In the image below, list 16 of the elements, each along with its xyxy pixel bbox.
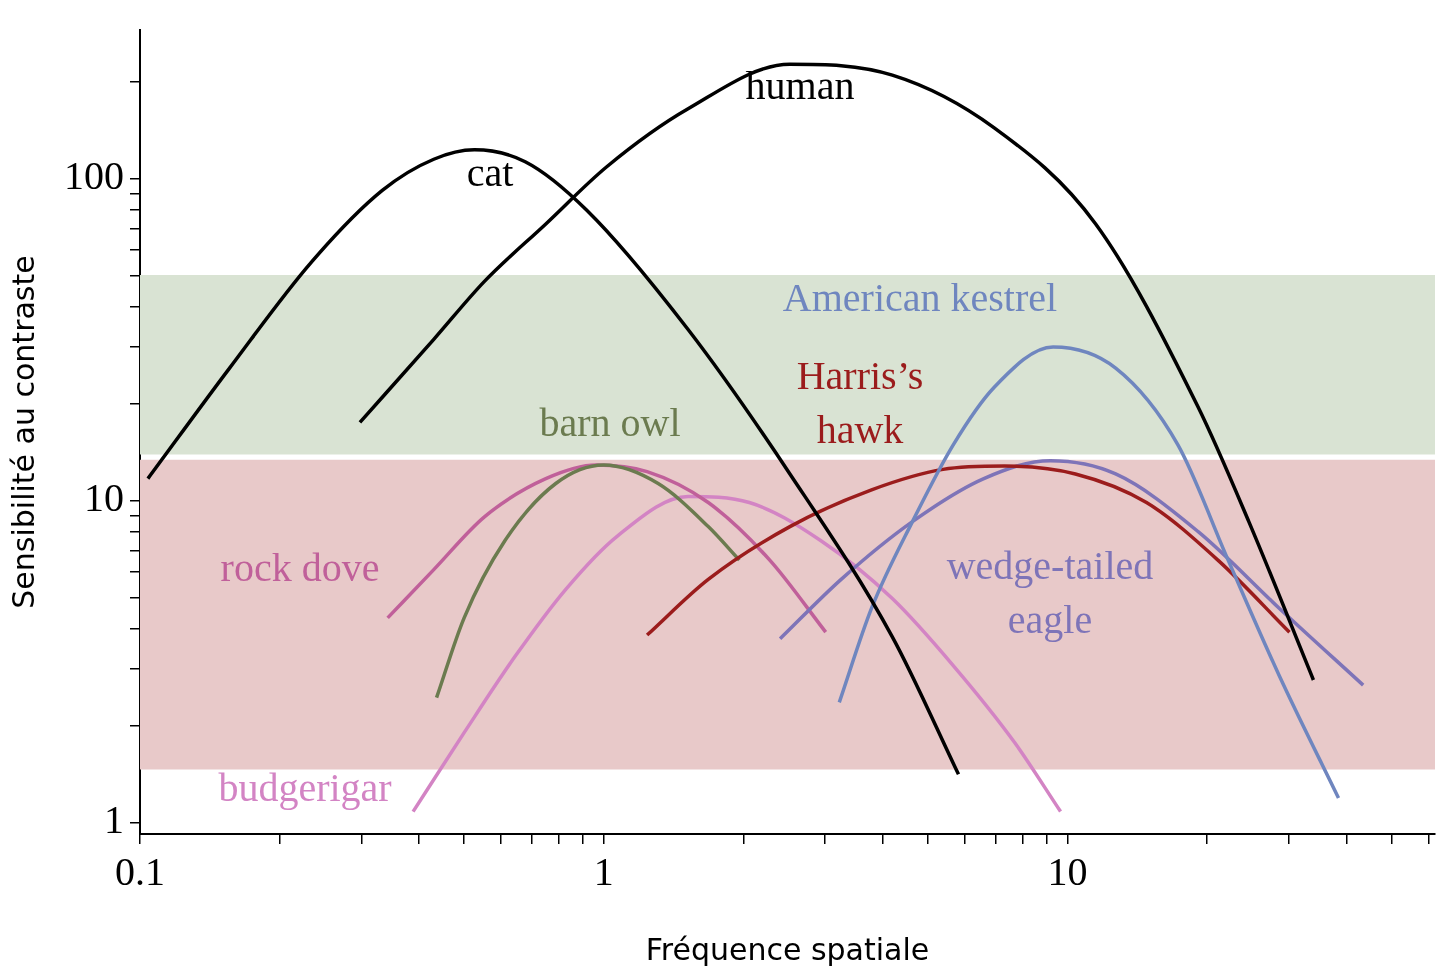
series-label: cat [466, 149, 514, 195]
x-tick-label: 1 [593, 848, 614, 894]
series-label: wedge-tailed eagle [946, 542, 1154, 642]
x-axis-title: Fréquence spatiale [645, 931, 930, 967]
y-axis-title: Sensibilité au contraste [5, 255, 41, 609]
series-label: budgerigar [218, 764, 392, 810]
y-tick-label: 10 [84, 475, 124, 521]
series-label: American kestrel [782, 274, 1058, 320]
x-tick-label: 0.1 [115, 848, 165, 894]
x-tick-label: 10 [1047, 848, 1088, 894]
series-label: Harris’s hawk [796, 352, 924, 452]
y-tick-label: 100 [64, 153, 124, 199]
series-label: barn owl [539, 399, 681, 445]
series-label: rock dove [220, 544, 380, 590]
y-tick-label: 1 [104, 796, 124, 842]
series-label: human [745, 62, 855, 108]
